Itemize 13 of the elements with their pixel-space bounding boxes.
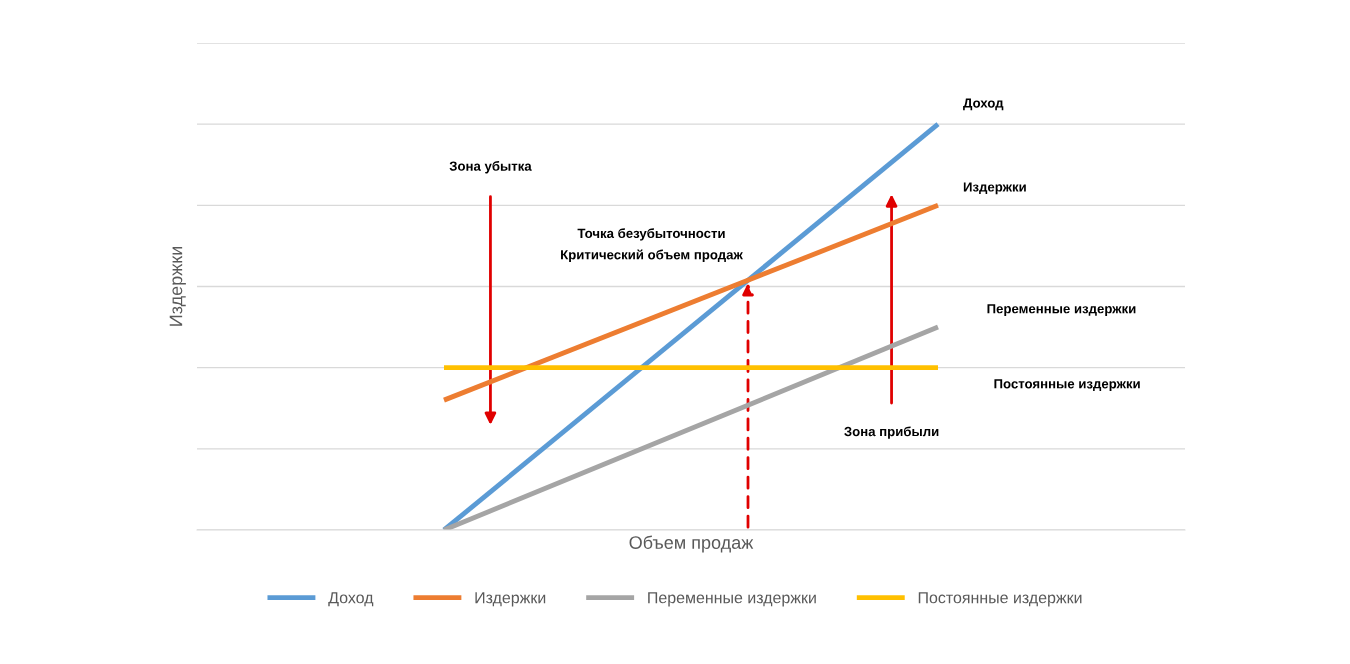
legend-label: Издержки xyxy=(475,592,546,607)
legend-label: Доход xyxy=(328,592,374,607)
text: Доход xyxy=(963,98,1004,111)
annotation: Зона прибыли xyxy=(844,426,939,439)
annotation: Точка безубыточности Критический объем продаж xyxy=(561,228,743,263)
legend-label: Постоянные издержки xyxy=(918,592,1082,607)
y-axis-title: Издержки xyxy=(169,246,186,326)
text: Издержки xyxy=(963,182,1026,195)
x-axis-title: Объем продаж xyxy=(629,535,754,553)
text: Переменные издержки xyxy=(987,304,1136,316)
annotation: Зона убытка xyxy=(449,160,532,174)
text: Постоянные издержки xyxy=(994,379,1140,392)
legend-label: Переменные издержки xyxy=(648,592,816,607)
